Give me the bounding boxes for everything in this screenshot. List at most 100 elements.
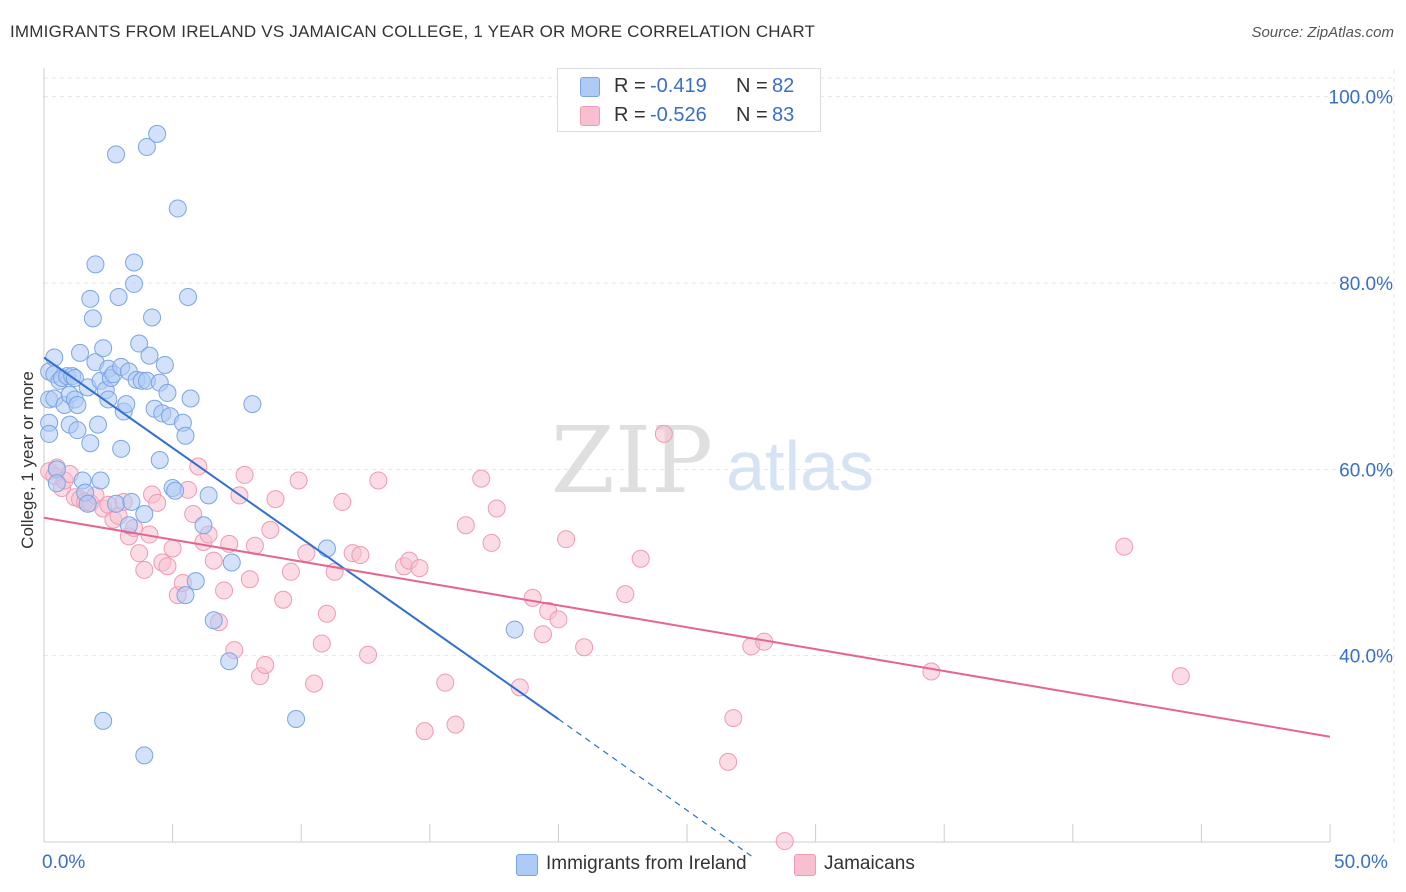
y-tick-label: 80.0% xyxy=(1339,274,1393,295)
legend-row-jamaicans: R = -0.526 N = 83 xyxy=(558,100,820,130)
ireland-point xyxy=(150,451,169,469)
ireland-point xyxy=(140,346,159,365)
correlation-legend: R = -0.419 N = 82 R = -0.526 N = 83 xyxy=(557,68,821,132)
ireland-point xyxy=(89,415,108,434)
ireland-point xyxy=(181,389,200,408)
jamaicans-point xyxy=(215,581,234,600)
jamaicans-point xyxy=(305,674,324,693)
jamaicans-point xyxy=(654,424,673,443)
jamaicans-point xyxy=(274,590,293,609)
legend-row-ireland: R = -0.419 N = 82 xyxy=(558,71,820,101)
series-legend: Immigrants from Ireland Jamaicans xyxy=(0,852,1406,878)
ireland-point xyxy=(130,334,149,353)
ireland-point xyxy=(155,355,174,374)
ireland-point xyxy=(107,494,126,513)
jamaicans-point xyxy=(148,493,167,512)
jamaicans-point xyxy=(616,585,635,604)
jamaicans-point xyxy=(369,471,388,490)
jamaicans-legend-swatch xyxy=(794,854,816,876)
ireland-point xyxy=(204,611,223,630)
jamaicans-point xyxy=(184,505,203,524)
ireland-point xyxy=(317,539,336,558)
ireland-point xyxy=(117,395,136,414)
ireland-trend-extension xyxy=(558,718,752,857)
jamaicans-point xyxy=(446,715,465,734)
n-label: N = xyxy=(736,75,768,97)
ireland-point xyxy=(78,494,97,513)
x-tick-label-min: 0.0% xyxy=(42,852,86,873)
ireland-point xyxy=(99,390,118,409)
jamaicans-point xyxy=(523,588,542,607)
jamaicans-point xyxy=(312,634,331,653)
ireland-point xyxy=(135,746,154,765)
ireland-point xyxy=(125,253,144,272)
jamaicans-point xyxy=(557,530,576,549)
axes xyxy=(43,68,1331,843)
jamaicans-point xyxy=(130,544,149,563)
jamaicans-point xyxy=(631,549,650,568)
jamaicans-point xyxy=(472,469,491,488)
jamaicans-point xyxy=(333,492,352,511)
ireland-swatch xyxy=(580,77,600,97)
ireland-point xyxy=(125,274,144,293)
jamaicans-point xyxy=(281,562,300,581)
jamaicans-point xyxy=(510,678,529,697)
y-tick-label: 60.0% xyxy=(1339,460,1393,481)
n-value: 83 xyxy=(772,104,795,126)
x-tick-label-max: 50.0% xyxy=(1334,852,1388,873)
ireland-points xyxy=(40,124,524,765)
grid-lines xyxy=(44,70,1395,842)
jamaicans-swatch xyxy=(580,106,600,126)
ireland-legend-swatch xyxy=(516,854,538,876)
ireland-point xyxy=(107,145,126,164)
ireland-point xyxy=(86,255,105,274)
source-label: Source: ZipAtlas.com xyxy=(1251,24,1394,41)
n-value: 82 xyxy=(772,75,795,97)
ireland-point xyxy=(68,396,87,415)
ireland-point xyxy=(40,424,59,443)
jamaicans-point xyxy=(158,557,177,576)
ireland-point xyxy=(91,471,110,490)
ireland-point xyxy=(119,516,138,535)
jamaicans-point xyxy=(351,546,370,565)
ireland-point xyxy=(158,383,177,402)
ireland-point xyxy=(68,421,87,440)
jamaicans-point xyxy=(575,638,594,657)
ireland-point xyxy=(168,199,187,218)
jamaicans-point xyxy=(922,662,941,681)
watermark-atlas: atlas xyxy=(726,427,874,505)
chart-title: IMMIGRANTS FROM IRELAND VS JAMAICAN COLL… xyxy=(10,22,816,41)
ireland-point xyxy=(176,586,195,605)
jamaicans-point xyxy=(256,655,275,674)
jamaicans-point xyxy=(261,520,280,539)
ireland-point xyxy=(222,553,241,572)
ireland-point xyxy=(81,289,100,308)
y-tick-label: 100.0% xyxy=(1329,88,1394,109)
r-label: R = xyxy=(614,75,646,97)
ireland-point xyxy=(71,343,90,362)
ireland-point xyxy=(287,710,306,729)
ireland-point xyxy=(137,137,156,156)
jamaicans-point xyxy=(415,722,434,741)
ireland-point xyxy=(94,339,113,358)
ireland-point xyxy=(81,434,100,453)
ireland-point xyxy=(47,474,66,493)
ireland-point xyxy=(186,572,205,591)
jamaicans-point xyxy=(775,832,794,851)
jamaicans-point xyxy=(289,471,308,490)
jamaicans-point xyxy=(240,570,259,589)
ireland-point xyxy=(179,287,198,306)
ireland-point xyxy=(135,505,154,524)
ireland-point xyxy=(505,620,524,639)
legend-label: Immigrants from Ireland xyxy=(546,853,747,874)
jamaicans-point xyxy=(235,465,254,484)
r-value: -0.419 xyxy=(650,75,707,97)
jamaicans-point xyxy=(482,533,501,552)
n-label: N = xyxy=(736,104,768,126)
jamaicans-point xyxy=(317,604,336,623)
r-label: R = xyxy=(614,104,646,126)
jamaicans-point xyxy=(1115,537,1134,556)
ireland-point xyxy=(109,287,128,306)
ireland-point xyxy=(83,309,102,328)
